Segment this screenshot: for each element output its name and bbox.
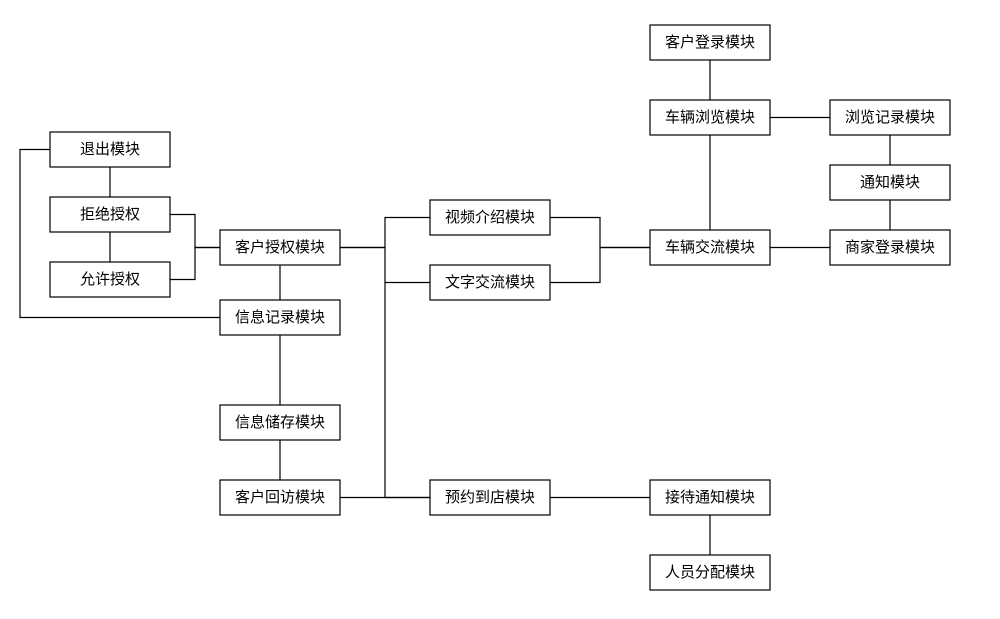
edge bbox=[170, 215, 220, 248]
edge bbox=[385, 283, 430, 498]
node-label-notify: 通知模块 bbox=[860, 174, 920, 191]
node-assign: 人员分配模块 bbox=[650, 555, 770, 590]
edge bbox=[340, 218, 430, 248]
flowchart-canvas: 退出模块拒绝授权允许授权 客户授权模块信息记录模块信息储存模块客户回访模块 视频介绍… bbox=[0, 0, 1000, 619]
node-exchange: 车辆交流模块 bbox=[650, 230, 770, 265]
node-label-deny: 拒绝授权 bbox=[80, 206, 140, 223]
node-merchant_login: 商家登录模块 bbox=[830, 230, 950, 265]
node-revisit: 客户回访模块 bbox=[220, 480, 340, 515]
node-label-assign: 人员分配模块 bbox=[665, 564, 755, 581]
node-label-record: 信息记录模块 bbox=[235, 309, 325, 326]
node-text: 文字交流模块 bbox=[430, 265, 550, 300]
node-browse: 车辆浏览模块 bbox=[650, 100, 770, 135]
node-label-merchant_login: 商家登录模块 bbox=[845, 239, 935, 256]
node-deny: 拒绝授权 bbox=[50, 197, 170, 232]
node-exit: 退出模块 bbox=[50, 132, 170, 167]
node-label-exchange: 车辆交流模块 bbox=[665, 238, 755, 256]
node-label-allow: 允许授权 bbox=[80, 271, 140, 288]
node-label-exit: 退出模块 bbox=[80, 141, 140, 158]
node-appoint: 预约到店模块 bbox=[430, 480, 550, 515]
node-label-recept: 接待通知模块 bbox=[665, 489, 755, 506]
node-label-history: 浏览记录模块 bbox=[845, 109, 935, 126]
node-notify: 通知模块 bbox=[830, 165, 950, 200]
node-label-revisit: 客户回访模块 bbox=[235, 489, 325, 506]
node-history: 浏览记录模块 bbox=[830, 100, 950, 135]
node-cust_login: 客户登录模块 bbox=[650, 25, 770, 60]
edge bbox=[550, 218, 650, 248]
node-label-auth: 客户授权模块 bbox=[235, 239, 325, 256]
nodes-layer: 退出模块拒绝授权允许授权 客户授权模块信息记录模块信息储存模块客户回访模块 视频介绍… bbox=[50, 25, 950, 590]
node-label-appoint: 预约到店模块 bbox=[445, 489, 535, 506]
node-label-cust_login: 客户登录模块 bbox=[665, 34, 755, 51]
node-allow: 允许授权 bbox=[50, 262, 170, 297]
edge bbox=[340, 248, 430, 283]
edge bbox=[550, 248, 650, 283]
node-label-video: 视频介绍模块 bbox=[445, 209, 535, 226]
node-label-browse: 车辆浏览模块 bbox=[665, 109, 755, 126]
node-store: 信息储存模块 bbox=[220, 405, 340, 440]
edge bbox=[170, 248, 220, 280]
node-auth: 客户授权模块 bbox=[220, 230, 340, 265]
node-recept: 接待通知模块 bbox=[650, 480, 770, 515]
node-video: 视频介绍模块 bbox=[430, 200, 550, 235]
node-label-text: 文字交流模块 bbox=[445, 273, 535, 291]
node-label-store: 信息储存模块 bbox=[235, 414, 325, 431]
node-record: 信息记录模块 bbox=[220, 300, 340, 335]
